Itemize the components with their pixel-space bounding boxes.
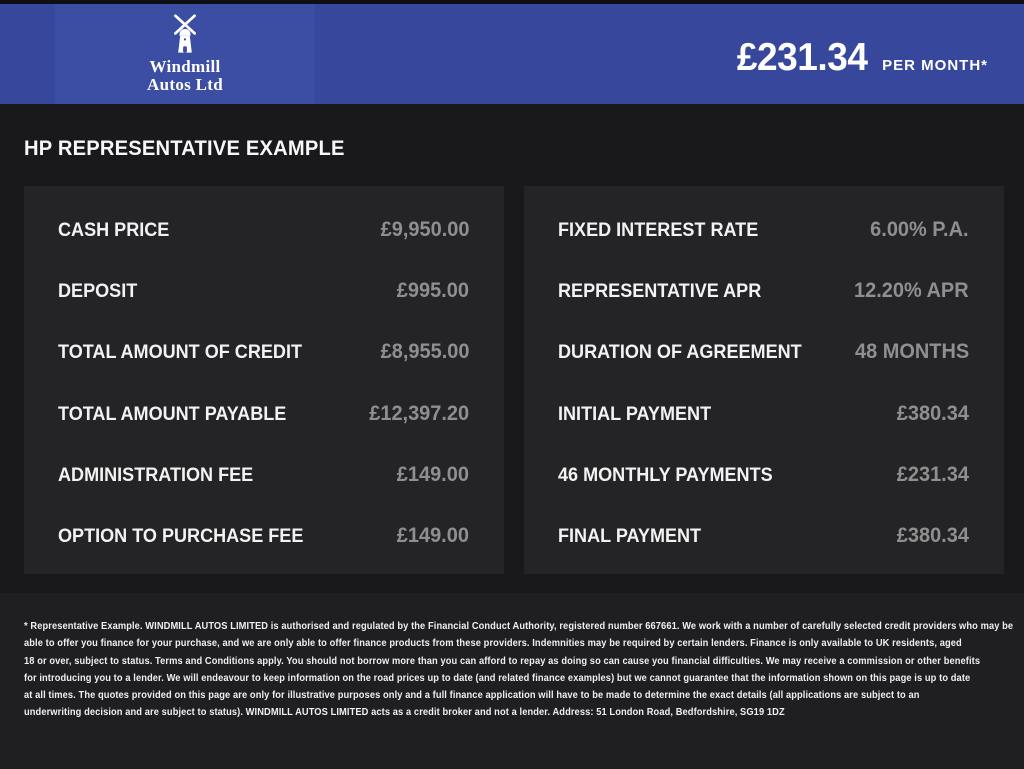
row-value: £149.00 <box>396 523 469 547</box>
windmill-icon <box>174 14 196 53</box>
row-value: £995.00 <box>396 279 469 303</box>
row-label: REPRESENTATIVE APR <box>558 281 762 303</box>
row-label: OPTION TO PURCHASE FEE <box>58 525 304 547</box>
row-total-amount-payable: TOTAL AMOUNT PAYABLE £12,397.20 <box>58 402 469 426</box>
row-value: £9,950.00 <box>380 218 469 241</box>
finance-panel-right: FIXED INTEREST RATE 6.00% P.A. REPRESENT… <box>524 186 1004 574</box>
top-strip <box>0 0 1024 4</box>
logo-text-line1: Windmill <box>149 57 221 76</box>
finance-panels: CASH PRICE £9,950.00 DEPOSIT £995.00 TOT… <box>24 186 1004 574</box>
disclaimer-line: 18 or over, subject to status. Terms and… <box>24 655 981 667</box>
row-value: 6.00% P.A. <box>870 218 969 241</box>
main-content: HP REPRESENTATIVE EXAMPLE CASH PRICE £9,… <box>0 104 1024 574</box>
disclaimer-line: at all times. The quotes provided on thi… <box>24 690 920 702</box>
monthly-price: £231.34 PER MONTH* <box>730 36 988 80</box>
row-total-amount-of-credit: TOTAL AMOUNT OF CREDIT £8,955.00 <box>58 340 469 364</box>
row-deposit: DEPOSIT £995.00 <box>58 279 469 303</box>
row-fixed-interest-rate: FIXED INTEREST RATE 6.00% P.A. <box>558 218 969 242</box>
disclaimer-line: underwriting decision and are subject to… <box>24 707 785 719</box>
row-value: £380.34 <box>896 401 969 425</box>
row-value: £149.00 <box>396 462 469 486</box>
row-value: £12,397.20 <box>369 401 469 425</box>
row-label: DURATION OF AGREEMENT <box>558 342 802 364</box>
row-label: 46 MONTHLY PAYMENTS <box>558 464 773 486</box>
row-value: £380.34 <box>896 523 969 547</box>
row-representative-apr: REPRESENTATIVE APR 12.20% APR <box>558 279 969 303</box>
disclaimer-line: * Representative Example. WINDMILL AUTOS… <box>24 621 1014 632</box>
finance-panel-left: CASH PRICE £9,950.00 DEPOSIT £995.00 TOT… <box>24 186 504 574</box>
row-value: 48 MONTHS <box>854 340 969 364</box>
row-value: £231.34 <box>896 462 969 486</box>
header: Windmill Autos Ltd £231.34 PER MONTH* <box>0 4 1024 104</box>
row-duration-of-agreement: DURATION OF AGREEMENT 48 MONTHS <box>558 340 969 364</box>
row-label: DEPOSIT <box>58 281 138 303</box>
row-value: 12.20% APR <box>854 279 969 303</box>
dealer-logo[interactable]: Windmill Autos Ltd <box>55 4 315 104</box>
row-monthly-payments: 46 MONTHLY PAYMENTS £231.34 <box>558 463 969 487</box>
row-label: TOTAL AMOUNT PAYABLE <box>58 403 287 425</box>
row-initial-payment: INITIAL PAYMENT £380.34 <box>558 402 969 426</box>
price-per-month-label: PER MONTH* <box>882 57 988 74</box>
page-title: HP REPRESENTATIVE EXAMPLE <box>24 137 345 160</box>
row-final-payment: FINAL PAYMENT £380.34 <box>558 524 969 548</box>
row-administration-fee: ADMINISTRATION FEE £149.00 <box>58 463 469 487</box>
price-amount: £231.34 <box>736 36 868 79</box>
row-option-to-purchase-fee: OPTION TO PURCHASE FEE £149.00 <box>58 524 469 548</box>
row-label: TOTAL AMOUNT OF CREDIT <box>58 342 303 364</box>
row-label: FIXED INTEREST RATE <box>558 220 759 241</box>
row-value: £8,955.00 <box>380 340 469 364</box>
row-label: CASH PRICE <box>58 220 170 241</box>
row-cash-price: CASH PRICE £9,950.00 <box>58 218 469 242</box>
disclaimer: * Representative Example. WINDMILL AUTOS… <box>0 593 1024 769</box>
row-label: ADMINISTRATION FEE <box>58 464 254 486</box>
logo-text-line2: Autos Ltd <box>147 75 223 94</box>
disclaimer-line: able to offer you finance for your purch… <box>24 638 962 650</box>
row-label: INITIAL PAYMENT <box>558 403 712 425</box>
row-label: FINAL PAYMENT <box>558 525 702 547</box>
disclaimer-line: for introducing you to a lender. We will… <box>24 672 971 684</box>
